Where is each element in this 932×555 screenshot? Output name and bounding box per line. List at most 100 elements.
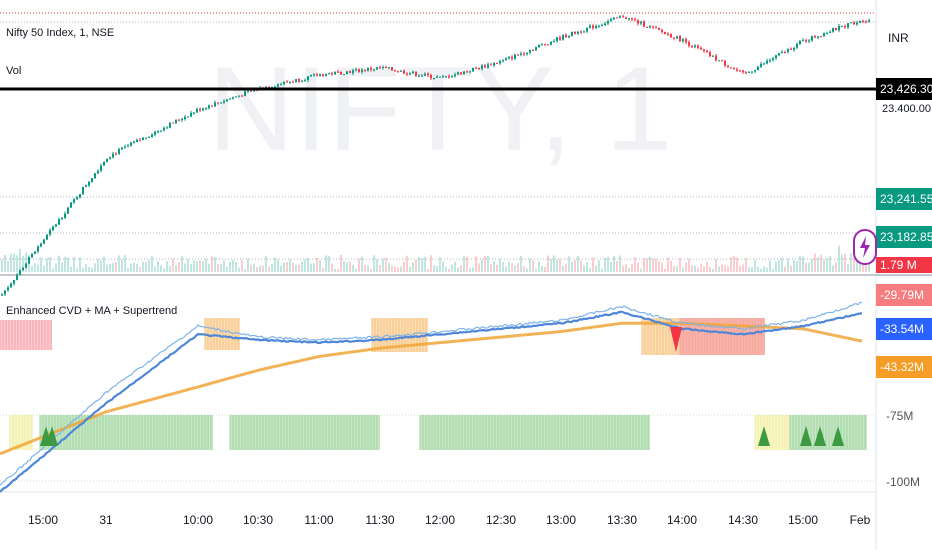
volume-bar: [541, 265, 543, 272]
candle-body: [16, 274, 18, 280]
volume-bar: [253, 263, 255, 272]
volume-bar: [826, 258, 828, 272]
candle-body: [715, 55, 717, 61]
candle-body: [397, 71, 399, 73]
currency-label[interactable]: INR: [888, 31, 909, 45]
indicator-title[interactable]: Enhanced CVD + MA + Supertrend: [6, 305, 178, 317]
volume-bar: [7, 260, 9, 272]
volume-bar: [787, 258, 789, 272]
volume-bar: [52, 268, 54, 272]
volume-bar: [850, 253, 852, 272]
volume-bar: [829, 255, 831, 272]
candle-body: [229, 98, 231, 100]
candle-body: [283, 81, 285, 85]
volume-label[interactable]: Vol: [6, 65, 22, 77]
volume-bar: [103, 256, 105, 272]
candle-body: [814, 36, 816, 38]
candle-body: [121, 147, 123, 150]
time-axis[interactable]: 15:00 31 10:00 10:30 11:00 11:30 12:00 12:30 13:…: [28, 513, 871, 527]
volume-bar: [565, 264, 567, 272]
volume-bar: [223, 260, 225, 272]
volume-bar: [487, 255, 489, 272]
candle-body: [4, 290, 6, 295]
volume-bar: [166, 261, 168, 272]
candle-body: [448, 76, 450, 78]
volume-bar: [652, 258, 654, 272]
volume-bar: [316, 257, 318, 272]
volume-bar: [406, 255, 408, 272]
candle-body: [214, 102, 216, 107]
volume-bar: [754, 259, 756, 272]
candle-body: [409, 73, 411, 75]
time-axis-label: 12:30: [486, 513, 516, 527]
volume-bar: [79, 257, 81, 272]
candle-body: [793, 47, 795, 50]
candle-body: [286, 81, 288, 83]
volume-bar: [832, 265, 834, 272]
volume-bar: [217, 264, 219, 272]
volume-bar: [349, 261, 351, 272]
volume-bar: [292, 262, 294, 272]
volume-bar: [808, 262, 810, 272]
candle-body: [418, 75, 420, 77]
candle-body: [64, 213, 66, 218]
candle-body: [85, 185, 87, 188]
candle-body: [478, 68, 480, 70]
time-axis-label: 14:30: [728, 513, 758, 527]
candle-body: [154, 131, 156, 135]
volume-bar: [715, 259, 717, 272]
volume-bar: [100, 260, 102, 272]
candle-body: [49, 230, 51, 235]
volume-bar: [790, 265, 792, 272]
volume-bar: [196, 260, 198, 272]
volume-bar: [220, 264, 222, 272]
candle-body: [463, 71, 465, 75]
candle-body: [172, 122, 174, 124]
candle-body: [370, 68, 372, 70]
volume-bar: [853, 258, 855, 272]
candle-body: [685, 39, 687, 43]
candle-body: [556, 37, 558, 42]
candle-body: [718, 60, 720, 62]
lightning-icon[interactable]: [853, 229, 877, 265]
volume-bar: [160, 265, 162, 272]
candle-body: [475, 67, 477, 69]
candle-body: [241, 95, 243, 97]
volume-bar: [307, 257, 309, 272]
candle-body: [124, 146, 126, 148]
candle-body: [646, 26, 648, 28]
signal-triangles: [40, 327, 844, 446]
candle-body: [199, 108, 201, 111]
candle-body: [733, 68, 735, 70]
candle-body: [820, 36, 822, 38]
candle-body: [802, 40, 804, 42]
volume-bar: [313, 263, 315, 272]
candle-body: [571, 31, 573, 36]
volume-bar: [364, 264, 366, 272]
candle-body: [178, 119, 180, 121]
candle-body: [763, 63, 765, 65]
candle-body: [850, 22, 852, 24]
zone-band: [0, 320, 52, 350]
candle-body: [115, 153, 117, 155]
volume-bar: [433, 265, 435, 272]
volume-bar: [649, 256, 651, 272]
candle-body: [754, 70, 756, 72]
candle-body: [721, 60, 723, 62]
candle-body: [202, 108, 204, 111]
volume-bar: [58, 255, 60, 272]
time-axis-label: 13:00: [546, 513, 576, 527]
symbol-title[interactable]: Nifty 50 Index, 1, NSE: [6, 27, 115, 39]
volume-bar: [448, 268, 450, 272]
candle-body: [787, 48, 789, 52]
volume-bar: [268, 266, 270, 272]
candle-body: [382, 66, 384, 68]
candle-body: [232, 97, 234, 99]
volume-bar: [247, 258, 249, 272]
candle-body: [46, 234, 48, 240]
candle-body: [532, 49, 534, 51]
candle-body: [436, 76, 438, 78]
volume-bar: [619, 255, 621, 272]
volume-bar: [736, 257, 738, 272]
volume-bar: [355, 268, 357, 272]
